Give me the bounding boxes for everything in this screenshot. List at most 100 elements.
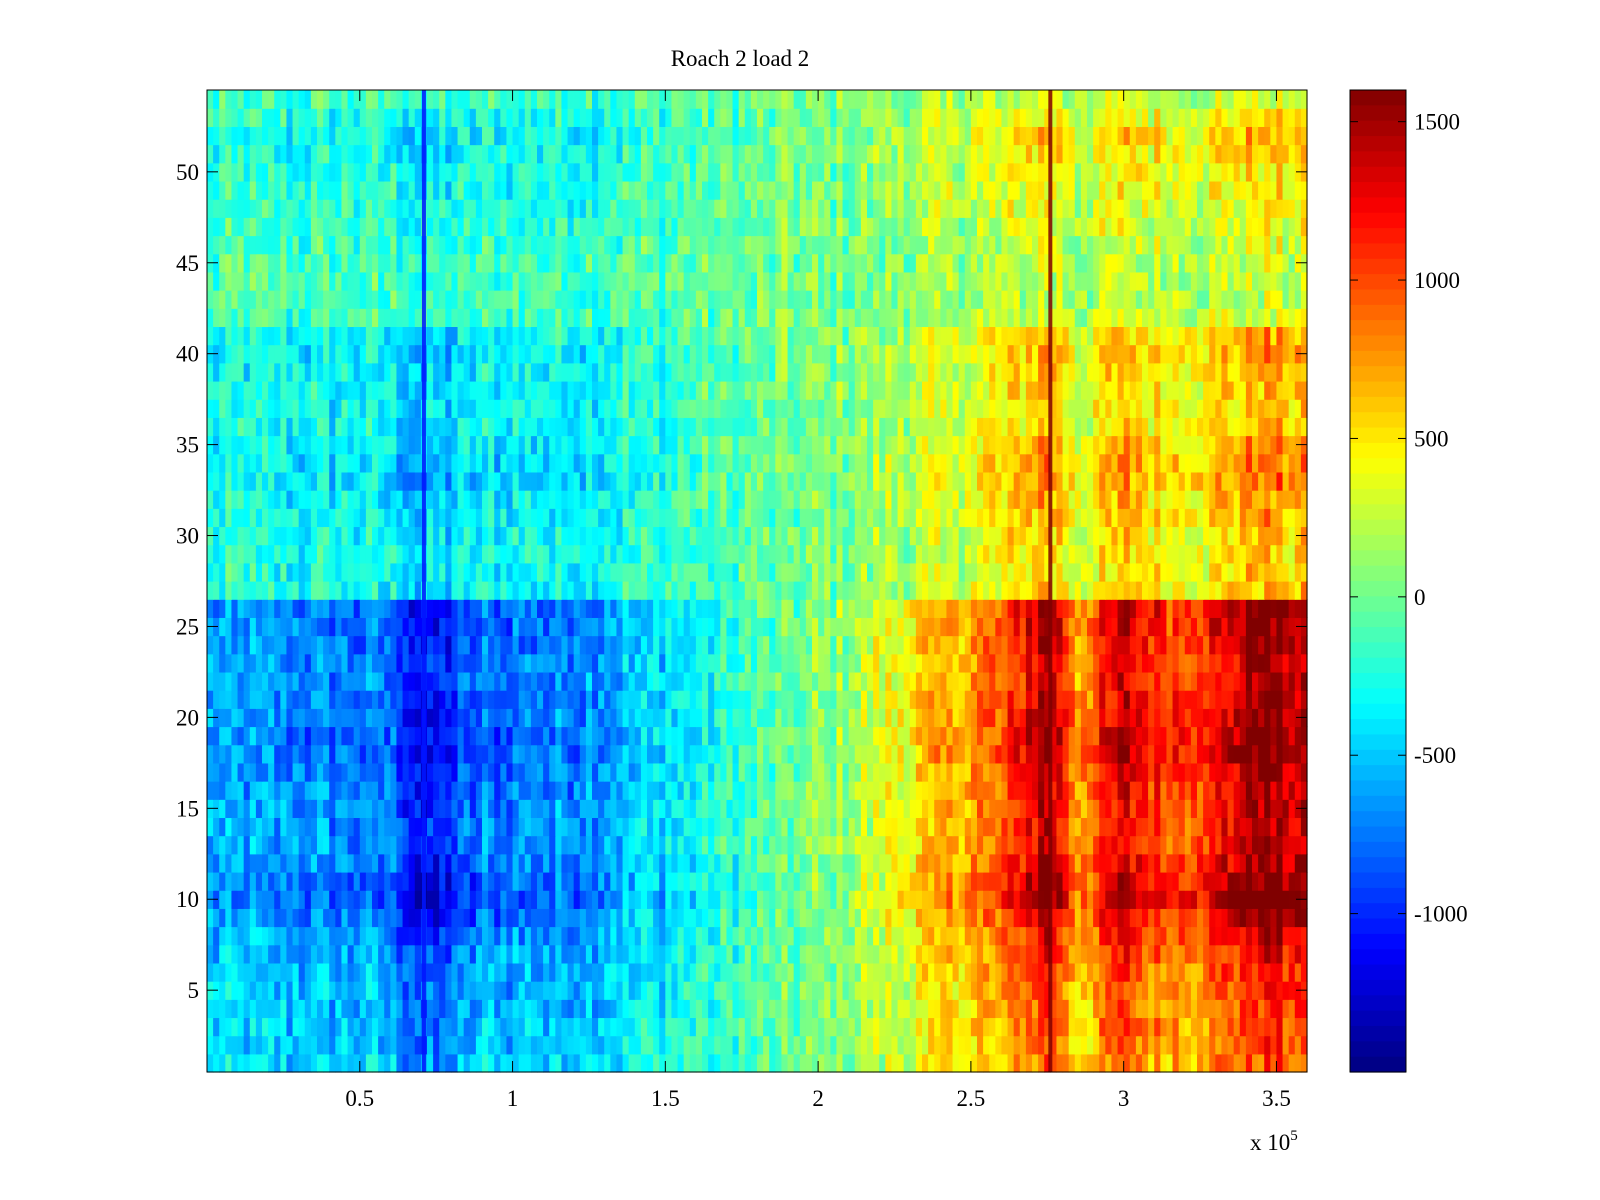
heatmap-cell <box>793 562 801 582</box>
heatmap-cell <box>255 1017 263 1037</box>
heatmap-cell <box>891 944 899 964</box>
heatmap-cell <box>518 599 526 618</box>
heatmap-cell <box>928 926 935 946</box>
heatmap-cell <box>934 926 941 946</box>
heatmap-cell <box>744 817 752 837</box>
heatmap-cell <box>280 926 288 946</box>
heatmap-cell <box>903 835 911 855</box>
heatmap-cell <box>922 562 929 582</box>
heatmap-cell <box>1184 799 1192 819</box>
heatmap-cell <box>1038 1035 1045 1055</box>
heatmap-cell <box>647 962 654 982</box>
heatmap-cell <box>1105 817 1113 837</box>
heatmap-cell <box>1117 744 1125 764</box>
heatmap-cell <box>506 835 514 855</box>
heatmap-cell <box>255 744 263 764</box>
heatmap-cell <box>445 617 453 637</box>
heatmap-cell <box>592 926 599 946</box>
heatmap-cell <box>598 1053 605 1073</box>
heatmap-cell <box>653 890 660 909</box>
heatmap-cell <box>1178 617 1186 637</box>
heatmap-cell <box>1184 1035 1192 1055</box>
heatmap-cell <box>524 581 532 600</box>
heatmap-cell <box>1184 599 1192 618</box>
heatmap-cell <box>372 635 379 655</box>
heatmap-cell <box>469 581 477 600</box>
heatmap-cell <box>274 744 281 764</box>
heatmap-cell <box>610 690 618 709</box>
heatmap-cell <box>249 962 257 982</box>
heatmap-cell <box>1227 908 1235 928</box>
heatmap-cell <box>732 835 740 855</box>
heatmap-cell <box>977 690 984 709</box>
heatmap-cell <box>1184 944 1192 964</box>
heatmap-cell <box>396 781 404 800</box>
heatmap-cell <box>543 726 550 746</box>
heatmap-cells <box>207 90 1308 1073</box>
heatmap-cell <box>1001 671 1009 691</box>
heatmap-cell <box>365 1017 373 1037</box>
heatmap-cell <box>378 908 385 928</box>
heatmap-cell <box>842 599 850 618</box>
heatmap-cell <box>372 781 379 800</box>
heatmap-cell <box>1190 690 1198 709</box>
heatmap-cell <box>1233 690 1241 709</box>
heatmap-cell <box>1300 962 1308 982</box>
heatmap-cell <box>243 799 251 819</box>
heatmap-cell <box>915 853 923 873</box>
heatmap-cell <box>1209 1053 1216 1073</box>
heatmap-cell <box>1105 1035 1113 1055</box>
heatmap-cell <box>738 562 746 582</box>
heatmap-cell <box>1044 708 1051 728</box>
heatmap-cell <box>457 1053 465 1073</box>
heatmap-cell <box>799 835 807 855</box>
heatmap-cell <box>1032 962 1039 982</box>
heatmap-cell <box>1288 762 1296 782</box>
heatmap-cell <box>225 726 233 746</box>
heatmap-cell <box>1166 981 1174 1000</box>
heatmap-cell <box>1068 781 1076 800</box>
heatmap-cell <box>842 871 850 891</box>
heatmap-cell <box>854 981 862 1000</box>
heatmap-cell <box>622 744 630 764</box>
heatmap-cell <box>1074 599 1082 618</box>
heatmap-cell <box>408 890 416 909</box>
heatmap-cell <box>1300 999 1308 1019</box>
heatmap-cell <box>475 708 483 728</box>
heatmap-cell <box>512 562 520 582</box>
heatmap-cell <box>818 944 825 964</box>
heatmap-cell <box>537 835 544 855</box>
heatmap-cell <box>1123 581 1131 600</box>
heatmap-cell <box>396 1053 404 1073</box>
heatmap-cell <box>1209 581 1216 600</box>
heatmap-cell <box>702 999 709 1019</box>
heatmap-cell <box>1245 690 1253 709</box>
heatmap-cell <box>775 944 783 964</box>
heatmap-cell <box>634 835 642 855</box>
heatmap-cell <box>482 871 489 891</box>
heatmap-cell <box>1221 1017 1229 1037</box>
heatmap-cell <box>1032 744 1039 764</box>
heatmap-cell <box>451 944 459 964</box>
heatmap-cell <box>885 744 893 764</box>
heatmap-cell <box>1068 762 1076 782</box>
heatmap-cell <box>427 1053 434 1073</box>
heatmap-cell <box>1300 1035 1308 1055</box>
heatmap-cell <box>1135 835 1143 855</box>
heatmap-cell <box>1239 871 1247 891</box>
heatmap-cell <box>543 671 550 691</box>
heatmap-cell <box>842 835 850 855</box>
heatmap-cell <box>1252 871 1259 891</box>
heatmap-cell <box>879 1053 886 1073</box>
heatmap-cell <box>427 708 434 728</box>
heatmap-cell <box>647 799 654 819</box>
heatmap-cell <box>414 617 422 637</box>
heatmap-cell <box>1117 671 1125 691</box>
heatmap-cell <box>1252 653 1259 673</box>
heatmap-cell <box>1172 944 1180 964</box>
heatmap-cell <box>818 653 825 673</box>
heatmap-cell <box>659 744 666 764</box>
heatmap-cell <box>867 981 874 1000</box>
heatmap-cell <box>854 1053 862 1073</box>
heatmap-cell <box>286 708 294 728</box>
